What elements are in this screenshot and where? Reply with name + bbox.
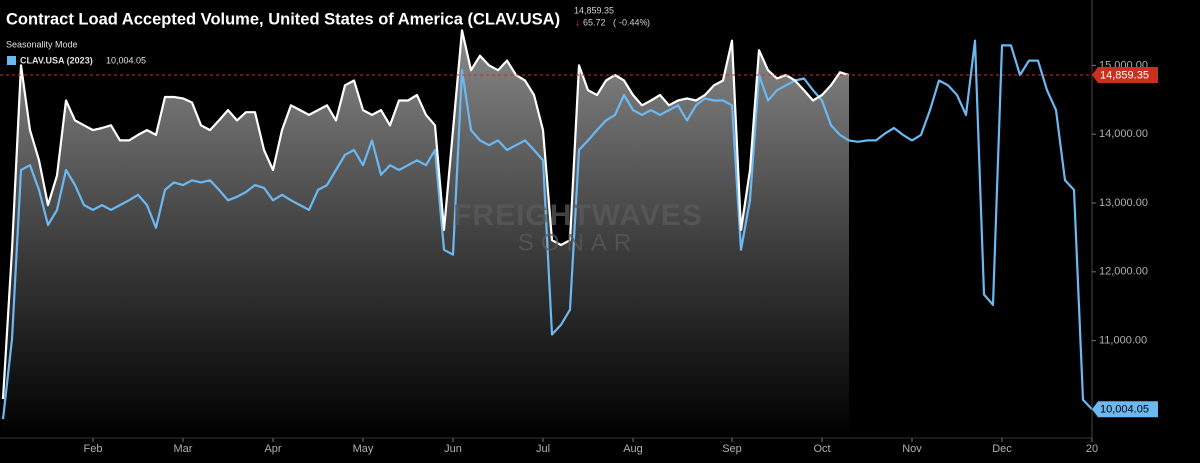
x-tick-label: Mar	[174, 443, 193, 455]
watermark: FREIGHTWAVES	[453, 199, 703, 232]
y-tick-label: 12,000.00	[1099, 266, 1148, 278]
change-value: 65.72	[583, 17, 606, 27]
x-tick-label: Jun	[444, 443, 462, 455]
last-value-tag	[1092, 67, 1158, 84]
x-tick-label: 20	[1086, 443, 1098, 455]
series-line	[1, 29, 850, 400]
plot-area	[0, 29, 1093, 438]
axes: 10,000.0011,000.0012,000.0013,000.0014,0…	[0, 0, 1158, 455]
last-value-label: 14,859.35	[1100, 69, 1149, 81]
paren-open: (	[613, 17, 616, 27]
x-tick-label: Dec	[992, 443, 1012, 455]
watermark: SONAR	[518, 229, 638, 256]
last-value-tag	[1092, 401, 1158, 418]
x-tick-label: May	[353, 443, 374, 455]
chart-title: Contract Load Accepted Volume, United St…	[6, 10, 560, 28]
legend-label: CLAV.USA (2023)	[20, 55, 93, 65]
header-value: 14,859.35	[574, 5, 614, 15]
area-fill	[3, 30, 849, 438]
x-tick-label: Nov	[902, 443, 922, 455]
last-value-label: 10,004.05	[1100, 404, 1149, 416]
y-tick-label: 14,000.00	[1099, 128, 1148, 140]
overlay: Contract Load Accepted Volume, United St…	[6, 5, 703, 256]
x-tick-label: Feb	[84, 443, 103, 455]
subtitle: Seasonality Mode	[6, 39, 78, 49]
y-tick-label: 13,000.00	[1099, 197, 1148, 209]
x-tick-label: Sep	[722, 443, 742, 455]
down-arrow: ↓	[575, 18, 580, 29]
x-tick-label: Apr	[264, 443, 281, 455]
legend-swatch	[7, 56, 16, 65]
change-pct: -0.44%	[619, 17, 648, 27]
x-tick-label: Jul	[536, 443, 550, 455]
y-tick-label: 11,000.00	[1099, 335, 1147, 347]
x-tick-label: Oct	[813, 443, 830, 455]
series-line	[1, 39, 1093, 420]
paren-close: )	[647, 17, 650, 27]
legend-value: 10,004.05	[106, 55, 146, 65]
x-tick-label: Aug	[623, 443, 643, 455]
